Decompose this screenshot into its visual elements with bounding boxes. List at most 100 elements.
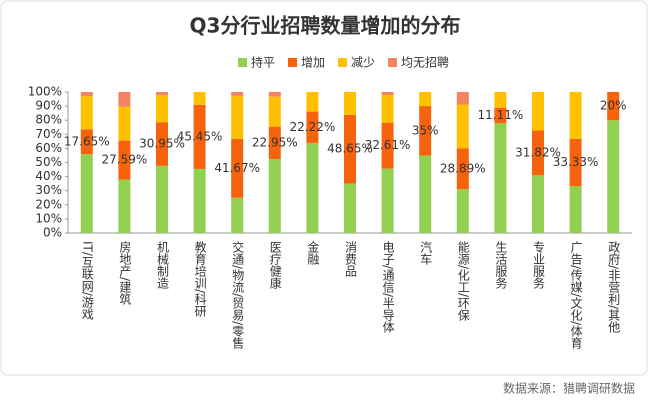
x-tick-label: IT/互联网/游戏: [80, 241, 94, 321]
data-label: 31.82%: [515, 145, 561, 159]
bar-segment: [569, 92, 582, 140]
data-label: 33.33%: [553, 155, 599, 169]
data-label: 48.65%: [327, 142, 373, 156]
bar-segment: [231, 91, 244, 96]
bar-segment: [532, 175, 544, 233]
x-tick-label: 汽车: [419, 240, 433, 266]
x-tick-label: 电子/通信/半导体: [381, 241, 395, 334]
bar-segment: [268, 159, 281, 233]
data-label: 30.95%: [139, 137, 185, 151]
chart-title: Q3分行业招聘数量增加的分布: [190, 14, 461, 38]
x-tick-label: 机械制造: [156, 241, 170, 289]
bar-segment: [231, 138, 244, 198]
bar-segment: [456, 104, 469, 149]
data-label: 27.59%: [102, 153, 148, 167]
x-tick-label: 金融: [306, 240, 320, 266]
bar-segment: [156, 122, 168, 166]
x-tick-label: 交通/物流/贸易/零售: [231, 240, 245, 350]
data-label: 11.11%: [478, 108, 524, 122]
y-tick-label: 30%: [35, 183, 62, 197]
data-label: 41.67%: [214, 161, 260, 175]
bar-segment: [118, 106, 131, 141]
bar-segment: [156, 92, 168, 96]
bar-segment: [156, 95, 168, 123]
bar-segment: [456, 189, 469, 233]
y-tick-label: 100%: [28, 85, 62, 99]
bar-segment: [344, 183, 356, 233]
bar-segment: [80, 154, 93, 233]
data-label: 32.61%: [365, 138, 411, 152]
data-label: 45.45%: [177, 129, 223, 143]
y-tick-label: 20%: [35, 197, 62, 211]
legend-label: 增加: [301, 56, 325, 70]
source-note: 数据来源：猎聘调研数据: [503, 381, 635, 396]
y-tick-label: 0%: [43, 226, 62, 240]
y-tick-label: 60%: [35, 141, 62, 155]
x-tick-label: 广告/传媒/文化/体育: [569, 241, 583, 350]
bar-segment: [231, 197, 244, 233]
legend-label: 减少: [351, 56, 375, 70]
bar-segment: [494, 92, 507, 108]
x-tick-label: 政府/非营利/其他: [607, 241, 621, 334]
x-tick-label: 医疗健康: [268, 241, 282, 289]
bar-segment: [381, 168, 394, 233]
bar-segment: [156, 165, 168, 233]
bar-segment: [532, 92, 544, 131]
y-tick-label: 70%: [35, 127, 62, 141]
legend-swatch: [338, 58, 347, 67]
bar-segment: [193, 168, 206, 233]
x-tick-label: 房地产/建筑: [118, 240, 132, 305]
bar-segment: [118, 140, 131, 180]
bar-segment: [494, 123, 507, 233]
x-tick-label: 专业服务: [532, 240, 546, 289]
data-label: 20%: [600, 99, 627, 113]
legend-swatch: [238, 58, 247, 67]
x-tick-label: 教育培训/科研: [193, 240, 207, 317]
data-label: 17.65%: [64, 134, 110, 148]
data-label: 22.22%: [290, 120, 336, 134]
bar-segment: [268, 126, 281, 160]
legend-swatch: [288, 58, 297, 67]
x-tick-label: 能源/化工/环保: [456, 241, 470, 322]
x-tick-label: 消费品: [344, 241, 358, 277]
data-label: 35%: [412, 123, 439, 137]
legend-label: 均无招聘: [401, 56, 449, 70]
bar-segment: [306, 142, 319, 233]
y-tick-label: 50%: [35, 155, 62, 169]
bar-segment: [193, 92, 206, 105]
y-tick-label: 80%: [35, 113, 62, 127]
bar-segment: [306, 111, 319, 143]
y-tick-label: 10%: [35, 211, 62, 225]
legend-swatch: [388, 58, 397, 67]
bar-segment: [344, 114, 356, 184]
bar-segment: [381, 122, 394, 169]
data-label: 28.89%: [440, 161, 486, 175]
x-tick-label: 生活服务: [494, 241, 508, 289]
bar-segment: [456, 148, 469, 190]
bar-segment: [268, 92, 281, 97]
bar-segment: [118, 179, 131, 233]
bar-segment: [80, 92, 93, 97]
bar-segment: [456, 92, 469, 105]
bar-segment: [532, 130, 544, 176]
bar-segment: [419, 92, 432, 107]
bar-segment: [193, 104, 206, 169]
y-tick-label: 90%: [35, 99, 62, 113]
bar-segment: [419, 155, 432, 233]
data-label: 22.95%: [252, 135, 298, 149]
bar-segment: [381, 92, 394, 96]
bar-segment: [494, 107, 507, 124]
bar-segment: [381, 95, 394, 123]
bar-segment: [607, 92, 620, 121]
bar-segment: [569, 186, 582, 233]
bar-segment: [268, 96, 281, 127]
bar-segment: [569, 139, 582, 187]
bar-segment: [231, 95, 244, 139]
y-tick-label: 40%: [35, 169, 62, 183]
bar-segment: [80, 129, 93, 155]
bar-segment: [344, 91, 356, 115]
bar-segment: [419, 106, 432, 156]
bar-segment: [118, 92, 131, 107]
bar-segment: [607, 120, 620, 233]
